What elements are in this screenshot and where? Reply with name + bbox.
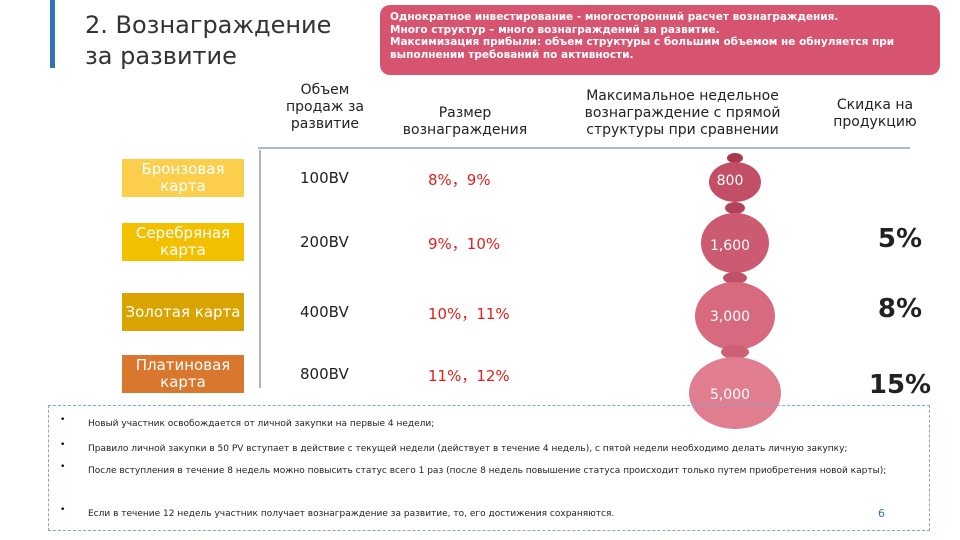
page-number: 6 [878, 507, 885, 520]
max-reward: 800 [716, 173, 744, 189]
slide-title: 2. Вознаграждение за развитие [85, 11, 332, 70]
volume: 200BV [300, 233, 349, 251]
footnote-box [48, 405, 930, 531]
footnote: После вступления в течение 8 недель можн… [88, 466, 887, 476]
card-label: Золотая карта [122, 293, 244, 331]
note: Однократное инвестирование - многосторон… [390, 11, 839, 23]
volume: 400BV [300, 303, 349, 321]
footnote: Правило личной закупки в 50 PV вступает … [88, 444, 848, 454]
bullet: • [60, 440, 66, 450]
discount: 5% [877, 224, 923, 254]
footnote: Если в течение 12 недель участник получа… [88, 509, 615, 519]
bullet: • [60, 505, 66, 515]
reward: 10%，11% [428, 305, 510, 323]
max-reward: 1,600 [709, 238, 751, 254]
column-header: Скидка на продукцию [833, 97, 917, 130]
card-label: Платиновая карта [122, 355, 244, 393]
note: Максимизация прибыли: объем структуры с … [390, 36, 895, 61]
volume: 100BV [300, 169, 349, 187]
bullet: • [60, 415, 66, 425]
card-label: Серебряная карта [122, 223, 244, 261]
column-header: Размер вознаграждения [402, 105, 528, 138]
volume: 800BV [300, 365, 349, 383]
reward: 9%，10% [428, 235, 501, 253]
reward: 11%，12% [428, 367, 510, 385]
column-header: Максимальное недельное вознаграждение с … [584, 88, 781, 138]
accent-bar [50, 0, 55, 68]
bullet: • [60, 462, 66, 472]
reward: 8%，9% [428, 171, 491, 189]
discount: 8% [877, 294, 923, 324]
max-reward: 5,000 [709, 387, 751, 403]
discount: 15% [868, 370, 932, 400]
card-label: Бронзовая карта [122, 159, 244, 197]
max-reward: 3,000 [709, 309, 751, 325]
note-box: Однократное инвестирование - многосторон… [380, 5, 940, 75]
note: Много структур – много вознаграждений за… [390, 23, 720, 36]
footnote: Новый участник освобождается от личной з… [88, 419, 435, 429]
column-header: Объем продаж за развитие [286, 82, 364, 132]
